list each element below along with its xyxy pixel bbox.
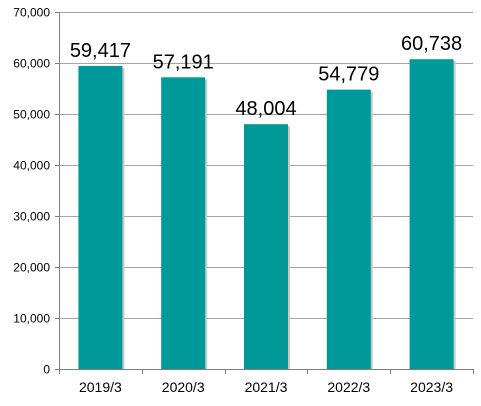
x-tick-label: 2020/3	[162, 379, 205, 395]
bar	[78, 65, 123, 369]
y-tick-labels: 0 10,000 20,000 30,000 40,000 50,000 60,000 70,…	[13, 6, 50, 377]
y-tick-label: 30,000	[13, 210, 50, 224]
data-labels: 59,417 57,191 48,004 54,779 60,738	[70, 33, 462, 120]
y-tick-label: 20,000	[13, 261, 50, 275]
bar	[161, 77, 206, 369]
bar	[409, 59, 454, 369]
data-label: 48,004	[235, 98, 296, 120]
bars	[78, 59, 456, 370]
bar	[326, 89, 371, 369]
bar	[244, 124, 288, 370]
y-tick-label: 70,000	[13, 6, 50, 20]
data-label: 59,417	[70, 40, 131, 62]
axes	[55, 12, 474, 374]
data-label: 57,191	[153, 51, 214, 73]
x-tick-label: 2023/3	[410, 379, 453, 395]
x-tick-label: 2022/3	[327, 379, 370, 395]
y-tick-label: 10,000	[13, 312, 50, 326]
y-tick-label: 0	[43, 363, 50, 377]
y-tick-label: 60,000	[13, 57, 50, 71]
x-tick-label: 2019/3	[79, 379, 122, 395]
data-label: 60,738	[401, 33, 462, 55]
y-tick-label: 50,000	[13, 108, 50, 122]
data-label: 54,779	[318, 64, 379, 86]
y-tick-label: 40,000	[13, 159, 50, 173]
x-tick-labels: 2019/3 2020/3 2021/3 2022/3 2023/3	[79, 379, 453, 395]
x-tick-label: 2021/3	[245, 379, 288, 395]
